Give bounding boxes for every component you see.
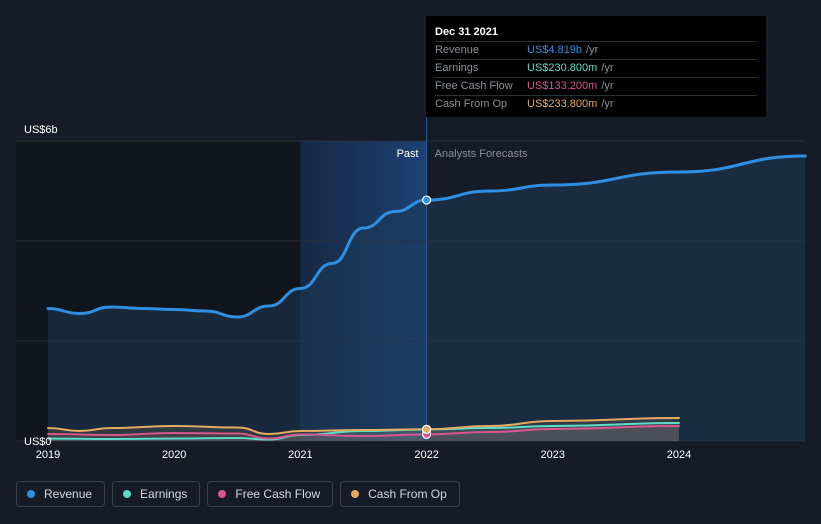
x-tick-label: 2019 xyxy=(36,449,60,461)
y-tick-label: US$0 xyxy=(24,436,52,448)
legend-dot-icon xyxy=(218,490,227,498)
tooltip-row: Revenue US$4.819b/yr xyxy=(435,41,757,58)
legend-label: Free Cash Flow xyxy=(235,487,321,501)
x-tick-label: 2023 xyxy=(541,449,565,461)
legend-item-free-cash-flow[interactable]: Free Cash Flow xyxy=(207,481,334,507)
legend-dot-icon xyxy=(351,490,360,498)
legend: Revenue Earnings Free Cash Flow Cash From O… xyxy=(16,481,460,509)
y-tick-label: US$6b xyxy=(24,124,58,136)
x-tick-label: 2021 xyxy=(288,449,312,461)
legend-item-earnings[interactable]: Earnings xyxy=(112,481,201,507)
legend-label: Earnings xyxy=(140,487,188,501)
legend-dot-icon xyxy=(123,490,132,498)
past-label: Past xyxy=(397,148,419,160)
series-line-revenue xyxy=(46,154,807,319)
series-line-cash-from-op xyxy=(47,417,680,436)
tooltip-unit: /yr xyxy=(586,44,599,56)
legend-item-revenue[interactable]: Revenue xyxy=(16,481,106,507)
series-line-free-cash-flow xyxy=(47,425,680,440)
tooltip-value: US$4.819b xyxy=(527,44,583,56)
tooltip-row: Free Cash Flow US$133.200m/yr xyxy=(435,77,757,94)
x-tick-label: 2020 xyxy=(162,449,186,461)
forecast-label: Analysts Forecasts xyxy=(435,148,528,160)
tooltip-unit: /yr xyxy=(601,62,614,74)
marker-cash-from-op xyxy=(422,424,432,434)
x-tick-label: 2022 xyxy=(414,449,438,461)
x-tick-label: 2024 xyxy=(667,449,691,461)
tooltip-unit: /yr xyxy=(601,98,614,110)
tooltip-row: Cash From Op US$233.800m/yr xyxy=(435,95,757,112)
tooltip-label: Free Cash Flow xyxy=(435,80,513,92)
marker-revenue xyxy=(422,195,432,205)
tooltip-label: Cash From Op xyxy=(435,98,508,110)
tooltip-value: US$230.800m xyxy=(527,62,598,74)
tooltip-date: Dec 31 2021 xyxy=(435,26,498,38)
tooltip-value: US$233.800m xyxy=(527,98,598,110)
tooltip-unit: /yr xyxy=(601,80,614,92)
tooltip-value: US$133.200m xyxy=(527,80,598,92)
legend-item-cash-from-op[interactable]: Cash From Op xyxy=(340,481,460,507)
tooltip-row: Earnings US$230.800m/yr xyxy=(435,59,757,76)
legend-dot-icon xyxy=(27,490,35,498)
legend-label: Cash From Op xyxy=(368,487,447,501)
legend-label: Revenue xyxy=(44,487,93,501)
tooltip-label: Earnings xyxy=(435,62,479,74)
tooltip: Dec 31 2021 Revenue US$4.819b/yr Earnings U… xyxy=(426,16,766,117)
tooltip-label: Revenue xyxy=(435,44,480,56)
